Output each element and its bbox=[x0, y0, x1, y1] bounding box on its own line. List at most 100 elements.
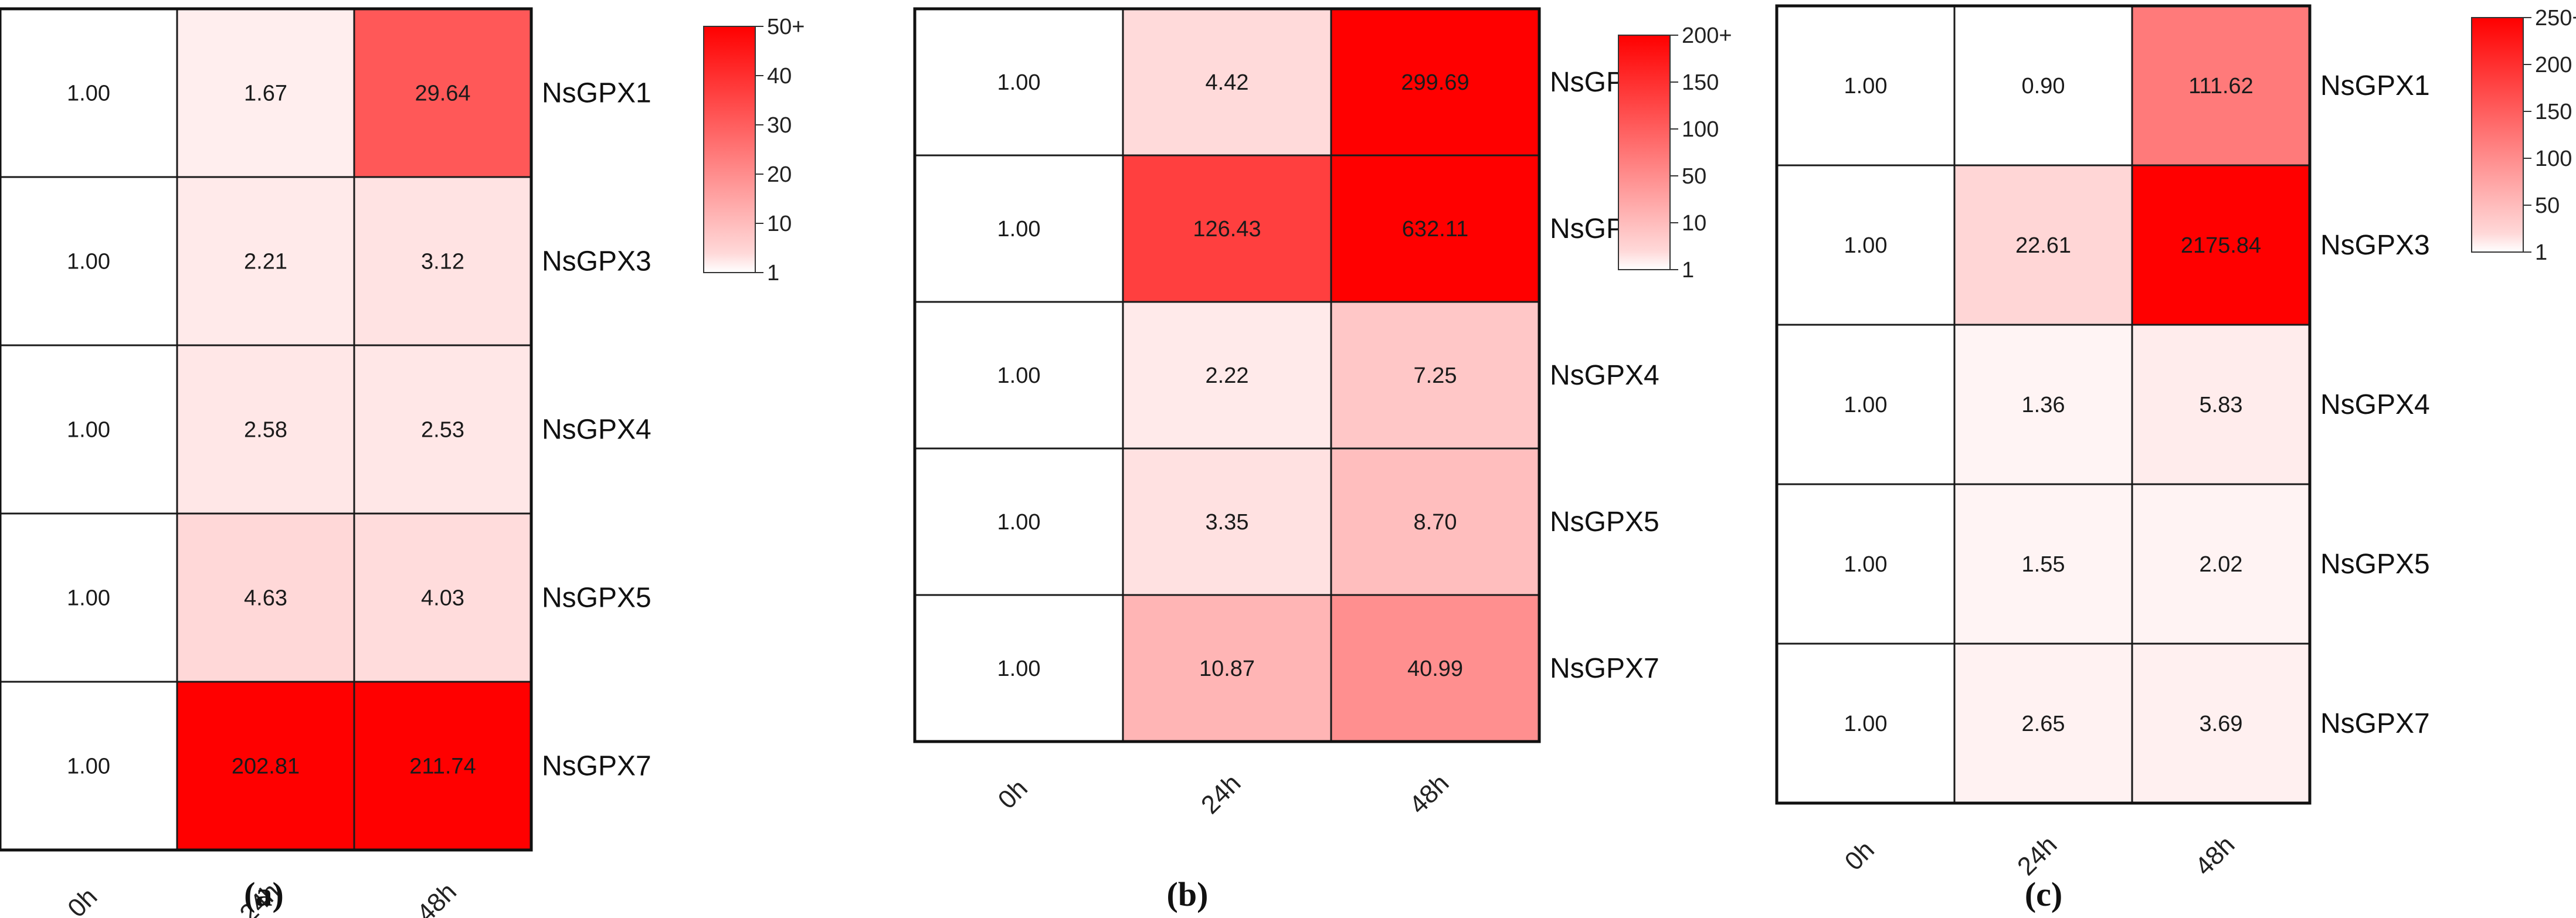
legend-tick-label: 250+ bbox=[2535, 6, 2576, 30]
row-label: NsGPX7 bbox=[2320, 708, 2430, 739]
heatmap-cell bbox=[1953, 164, 2133, 326]
row-label: NsGPX5 bbox=[542, 583, 651, 614]
legend-tick-label: 30 bbox=[767, 113, 792, 138]
heatmap-cell bbox=[1776, 5, 1956, 166]
heatmap-cell bbox=[0, 8, 178, 178]
legend-tick-label: 1 bbox=[767, 261, 779, 285]
cell-value-label: 0.90 bbox=[2022, 74, 2065, 98]
cell-value-label: 3.35 bbox=[1206, 510, 1249, 535]
cell-value-label: 126.43 bbox=[1193, 217, 1261, 242]
cell-value-label: 299.69 bbox=[1401, 70, 1469, 95]
row-label: NsGPX3 bbox=[542, 246, 651, 277]
cell-value-label: 632.11 bbox=[1402, 217, 1468, 242]
panel-label: (b) bbox=[1167, 875, 1209, 913]
panel-label: (c) bbox=[2025, 875, 2062, 913]
heatmap-cell bbox=[1776, 642, 1956, 804]
heatmap-cell bbox=[1122, 8, 1332, 157]
row-label: NsGPX1 bbox=[542, 78, 651, 109]
cell-value-label: 211.74 bbox=[409, 754, 476, 779]
column-label: 48h bbox=[2190, 830, 2241, 881]
legend-tick-label: 50 bbox=[2535, 193, 2560, 218]
row-label: NsGPX4 bbox=[1550, 360, 1659, 391]
heatmap-cell bbox=[1953, 324, 2133, 485]
cell-value-label: 4.42 bbox=[1206, 70, 1249, 95]
cell-value-label: 22.61 bbox=[2015, 233, 2071, 258]
cell-value-label: 3.69 bbox=[2200, 712, 2243, 736]
legend-tick-label: 200 bbox=[2535, 53, 2572, 77]
column-label: 48h bbox=[1404, 769, 1455, 820]
heatmap-cell bbox=[176, 512, 355, 683]
cell-value-label: 1.00 bbox=[67, 81, 110, 106]
cell-value-label: 1.00 bbox=[997, 657, 1041, 681]
cell-value-label: 40.99 bbox=[1407, 657, 1463, 681]
heatmap-cell bbox=[1330, 154, 1540, 303]
cell-value-label: 1.36 bbox=[2022, 393, 2065, 417]
panel-label: (a) bbox=[244, 875, 284, 913]
column-label: 48h bbox=[411, 877, 462, 918]
cell-value-label: 111.62 bbox=[2188, 74, 2253, 98]
cell-value-label: 1.00 bbox=[1844, 233, 1888, 258]
legend-tick-label: 1 bbox=[1682, 258, 1694, 283]
heatmap-cell bbox=[2131, 642, 2311, 804]
heatmap-cell bbox=[1776, 164, 1956, 326]
cell-value-label: 2.02 bbox=[2200, 552, 2243, 577]
row-label: NsGPX5 bbox=[1550, 506, 1659, 538]
heatmap-cell bbox=[353, 681, 532, 851]
color-scale-bar bbox=[703, 26, 756, 273]
heatmap-border bbox=[913, 7, 1541, 743]
heatmap-cell bbox=[914, 154, 1124, 303]
heatmap-cell bbox=[0, 344, 178, 515]
row-label: NsGPX7 bbox=[1550, 653, 1659, 684]
legend-tick-label: 10 bbox=[1682, 211, 1706, 236]
legend-tick-label: 50 bbox=[1682, 164, 1706, 189]
cell-value-label: 1.00 bbox=[67, 418, 110, 443]
legend-tick-label: 100 bbox=[1682, 117, 1719, 142]
row-label: NsGPX3 bbox=[2320, 230, 2430, 261]
cell-value-label: 1.00 bbox=[67, 250, 110, 274]
cell-value-label: 1.00 bbox=[1844, 74, 1888, 98]
cell-value-label: 5.83 bbox=[2200, 393, 2243, 417]
cell-value-label: 2175.84 bbox=[2181, 233, 2261, 258]
column-label: 24h bbox=[2012, 830, 2063, 881]
color-scale-bar bbox=[2471, 17, 2524, 253]
row-label: NsGPX7 bbox=[542, 751, 651, 782]
column-label: 0h bbox=[1839, 835, 1880, 876]
heatmap-cell bbox=[1776, 324, 1956, 485]
cell-value-label: 1.00 bbox=[67, 586, 110, 611]
legend-tick-label: 40 bbox=[767, 64, 792, 89]
legend-tick-label: 10 bbox=[767, 212, 792, 236]
heatmap-cell bbox=[176, 176, 355, 346]
heatmap-cell bbox=[1330, 594, 1540, 743]
column-label: 0h bbox=[993, 774, 1033, 814]
cell-value-label: 1.55 bbox=[2022, 552, 2065, 577]
legend-tick-label: 150 bbox=[1682, 70, 1719, 95]
legend-tick-label: 100 bbox=[2535, 147, 2572, 171]
legend-tick-label: 200+ bbox=[1682, 23, 1732, 48]
cell-value-label: 2.58 bbox=[244, 418, 287, 443]
heatmap-border bbox=[1775, 4, 2312, 805]
heatmap-cell bbox=[1330, 447, 1540, 596]
heatmap-panel-3: 1.00 0.90 111.62 1.00 22.61 2175.84 1.00 1.36 5.… bbox=[1775, 4, 2576, 913]
cell-value-label: 1.00 bbox=[997, 510, 1041, 535]
cell-value-label: 1.67 bbox=[244, 81, 287, 106]
cell-value-label: 8.70 bbox=[1414, 510, 1457, 535]
heatmap-cell bbox=[1122, 447, 1332, 596]
cell-value-label: 2.65 bbox=[2022, 712, 2065, 736]
cell-value-label: 29.64 bbox=[415, 81, 470, 106]
row-label: NsGPX1 bbox=[2320, 70, 2430, 101]
cell-value-label: 1.00 bbox=[997, 70, 1041, 95]
heatmap-cell bbox=[0, 681, 178, 851]
legend-tick-label: 150 bbox=[2535, 100, 2572, 124]
heatmap-cell bbox=[1330, 301, 1540, 450]
row-label: NsGPX4 bbox=[542, 414, 651, 446]
column-label: 24h bbox=[1196, 769, 1247, 820]
legend-tick-label: 20 bbox=[767, 162, 792, 187]
heatmap-cell bbox=[176, 681, 355, 851]
cell-value-label: 1.00 bbox=[1844, 712, 1888, 736]
heatmap-cell bbox=[914, 301, 1124, 450]
cell-value-label: 1.00 bbox=[997, 363, 1041, 388]
heatmap-panel-1: 1.00 1.67 29.64 1.00 2.21 3.12 1.00 2.58 2.53 1.0… bbox=[0, 7, 805, 918]
heatmap-cell bbox=[1122, 301, 1332, 450]
cell-value-label: 1.00 bbox=[997, 217, 1041, 242]
heatmap-cell bbox=[914, 447, 1124, 596]
